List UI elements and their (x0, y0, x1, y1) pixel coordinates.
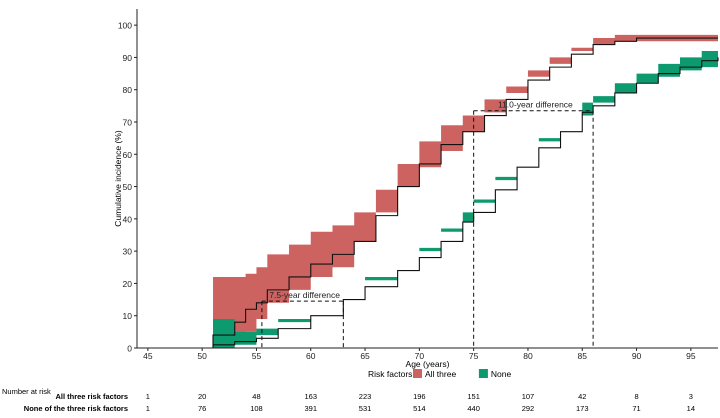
risk-count: 1 (146, 404, 150, 413)
y-tick-label: 80 (123, 85, 133, 95)
risk-count: 107 (522, 392, 535, 401)
x-tick-label: 60 (306, 351, 316, 361)
incidence-line-all-three (207, 37, 718, 349)
y-tick-label: 0 (127, 344, 132, 354)
risk-count: 14 (687, 404, 695, 413)
risk-count: 108 (250, 404, 263, 413)
y-tick-label: 50 (123, 182, 133, 192)
risk-count: 8 (634, 392, 638, 401)
x-axis-label: Age (years) (406, 359, 450, 369)
risk-count: 163 (304, 392, 317, 401)
risk-count: 20 (198, 392, 206, 401)
legend-swatch (478, 369, 488, 378)
x-tick-label: 80 (523, 351, 533, 361)
risk-count: 1 (146, 392, 150, 401)
difference-label: 11.0-year difference (498, 100, 573, 110)
y-axis-label: Cumulative incidence (%) (113, 130, 123, 227)
legend-label: All three (425, 369, 456, 379)
risk-count: 48 (252, 392, 260, 401)
legend-label: None (491, 369, 512, 379)
risk-count: 440 (467, 404, 480, 413)
x-tick-label: 65 (360, 351, 370, 361)
risk-count: 173 (576, 404, 589, 413)
risk-row-label: None of the three risk factors (24, 404, 128, 413)
y-tick-label: 70 (123, 118, 133, 128)
x-tick-label: 75 (469, 351, 479, 361)
risk-row-label: All three risk factors (55, 392, 128, 401)
y-tick-label: 90 (123, 53, 133, 63)
risk-count: 71 (632, 404, 640, 413)
risk-count: 42 (578, 392, 586, 401)
ci-band-all-three (207, 34, 718, 348)
legend-title: Risk factors (368, 369, 412, 379)
difference-annotation: 7.5-year difference (261, 290, 344, 348)
risk-count: 292 (522, 404, 535, 413)
risk-count: 76 (198, 404, 206, 413)
x-tick-label: 55 (252, 351, 262, 361)
risk-count: 196 (413, 392, 426, 401)
risk-count: 531 (359, 404, 372, 413)
ci-band-none (202, 47, 718, 348)
x-tick-label: 85 (578, 351, 588, 361)
risk-table-title: Number at risk (2, 387, 51, 396)
difference-annotation: 11.0-year difference (473, 100, 594, 348)
risk-count: 514 (413, 404, 426, 413)
risk-count: 151 (467, 392, 480, 401)
x-tick-label: 50 (197, 351, 207, 361)
risk-table: Number at risk All three risk factors 1 20 4… (2, 387, 695, 413)
y-tick-label: 40 (123, 214, 133, 224)
x-tick-label: 70 (415, 351, 425, 361)
y-tick-label: 60 (123, 150, 133, 160)
y-tick-label: 100 (118, 21, 132, 31)
x-tick-label: 95 (686, 351, 696, 361)
y-tick-label: 10 (123, 311, 133, 321)
legend-swatch (413, 369, 422, 378)
legend: Risk factors All three None (368, 369, 511, 379)
risk-count: 3 (689, 392, 693, 401)
risk-count: 223 (359, 392, 372, 401)
incidence-line-none (202, 57, 719, 349)
y-tick-label: 20 (123, 279, 133, 289)
x-tick-label: 45 (143, 351, 153, 361)
difference-label: 7.5-year difference (269, 290, 340, 300)
x-tick-label: 90 (632, 351, 642, 361)
y-tick-label: 30 (123, 247, 133, 257)
risk-count: 391 (304, 404, 317, 413)
